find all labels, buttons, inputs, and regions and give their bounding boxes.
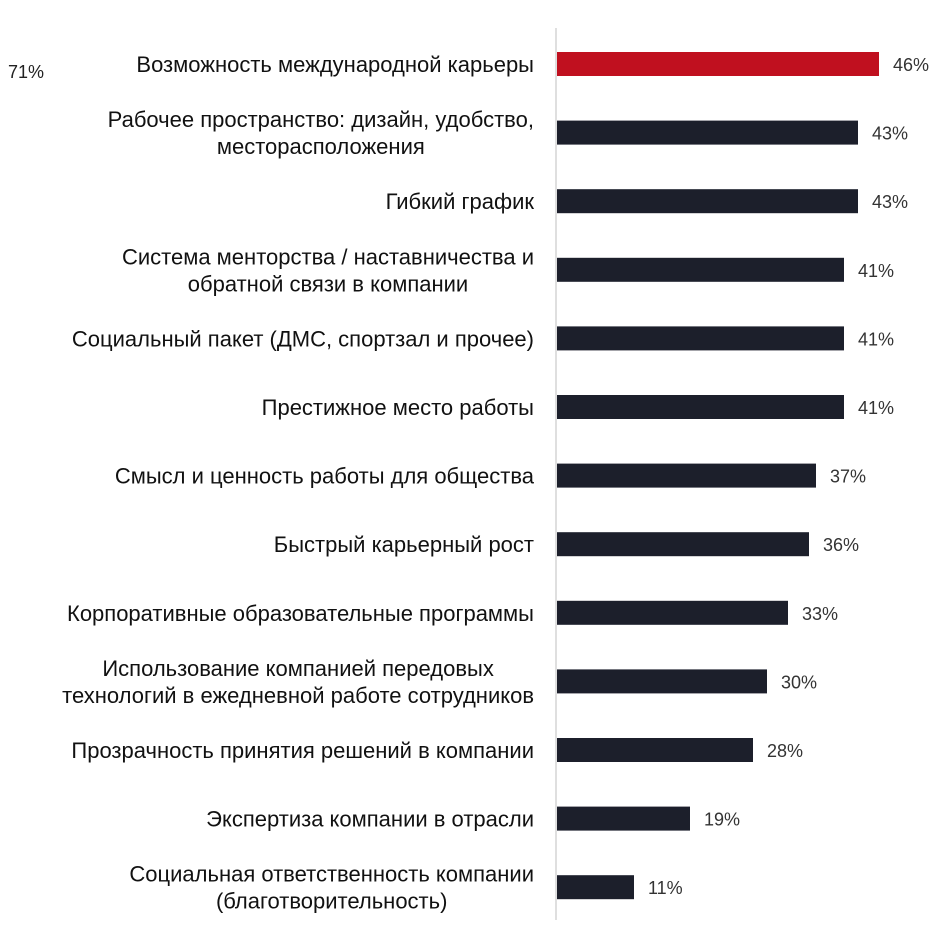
value-label-11: 28% <box>767 741 803 761</box>
value-label-10: 30% <box>781 672 817 692</box>
stray-percent-label: 71% <box>8 62 45 82</box>
category-label-7: Смысл и ценность работы для общества <box>115 464 535 489</box>
bar-3 <box>557 189 858 214</box>
category-label-13-line-2: (благотворительность) <box>216 889 447 914</box>
value-label-9: 33% <box>802 604 838 624</box>
bar-1 <box>557 52 879 76</box>
bar-11 <box>557 738 753 762</box>
category-label-12: Экспертиза компании в отрасли <box>206 807 534 832</box>
value-label-7: 37% <box>830 467 866 487</box>
value-label-6: 41% <box>858 398 894 418</box>
value-label-2: 43% <box>872 124 908 144</box>
category-label-3: Гибкий график <box>386 189 535 214</box>
bar-2 <box>557 120 858 145</box>
category-label-2-line-1: Рабочее пространство: дизайн, удобство, <box>108 107 534 132</box>
bar-7 <box>557 463 816 488</box>
category-label-11: Прозрачность принятия решений в компании <box>71 738 534 763</box>
category-label-13-line-1: Социальная ответственность компании <box>129 862 534 887</box>
value-label-3: 43% <box>872 192 908 212</box>
category-label-10-line-1: Использование компанией передовых <box>102 656 493 681</box>
bar-13 <box>557 875 634 900</box>
value-label-5: 41% <box>858 329 894 349</box>
category-label-10-line-2: технологий в ежедневной работе сотрудник… <box>62 683 534 708</box>
category-label-9: Корпоративные образовательные программы <box>67 601 534 626</box>
bar-10 <box>557 669 767 694</box>
bar-5 <box>557 326 844 351</box>
bar-9 <box>557 600 788 625</box>
value-label-4: 41% <box>858 261 894 281</box>
category-label-1: Возможность международной карьеры <box>136 52 534 77</box>
category-label-8: Быстрый карьерный рост <box>274 532 534 557</box>
value-label-12: 19% <box>704 810 740 830</box>
category-label-4-line-1: Система менторства / наставничества и <box>122 244 534 269</box>
bar-12 <box>557 806 690 831</box>
bar-8 <box>557 532 809 557</box>
bar-4 <box>557 257 844 282</box>
value-label-8: 36% <box>823 535 859 555</box>
value-label-13: 11% <box>648 878 683 898</box>
category-label-4-line-2: обратной связи в компании <box>188 271 468 296</box>
category-label-5: Социальный пакет (ДМС, спортзал и прочее… <box>72 326 534 351</box>
bar-6 <box>557 395 844 419</box>
value-label-1: 46% <box>893 55 929 75</box>
category-label-6: Престижное место работы <box>262 395 534 420</box>
category-label-2-line-2: месторасположения <box>217 134 425 159</box>
